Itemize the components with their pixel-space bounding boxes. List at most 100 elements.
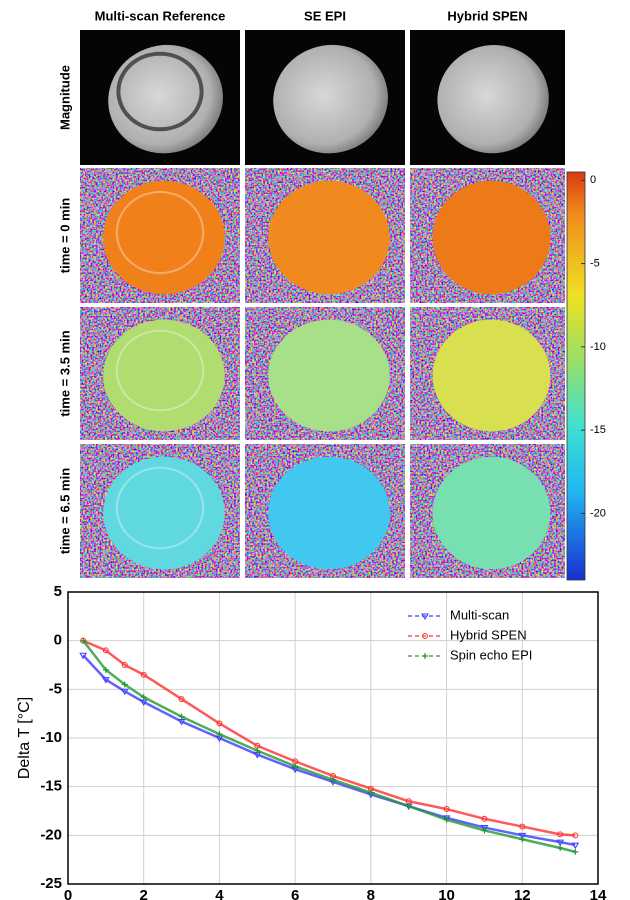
legend-label: Hybrid SPEN (450, 627, 527, 642)
marker (80, 637, 87, 644)
y-tick-label: -25 (40, 875, 62, 892)
x-tick-label: 6 (291, 887, 299, 900)
marker (557, 831, 564, 838)
marker (102, 647, 109, 654)
row-label: time = 6.5 min (57, 468, 72, 554)
marker (518, 832, 527, 840)
marker (79, 652, 88, 660)
phantom (432, 456, 551, 570)
colorbar (566, 171, 586, 581)
image-panel (245, 30, 405, 165)
marker (481, 827, 488, 834)
series-line (82, 654, 576, 847)
row-label: time = 0 min (57, 198, 72, 274)
phantom (268, 456, 390, 570)
marker (216, 720, 223, 727)
marker (102, 666, 109, 673)
phantom (437, 44, 549, 154)
marker (140, 671, 147, 678)
marker (121, 681, 128, 688)
column-header: Hybrid SPEN (447, 8, 527, 23)
marker (556, 839, 565, 847)
y-tick-label: -20 (40, 826, 62, 843)
image-panel (245, 444, 405, 578)
row-label: Magnitude (57, 65, 72, 130)
phantom (103, 456, 225, 570)
marker (405, 803, 412, 810)
phantom (268, 180, 390, 295)
phantom (268, 319, 390, 432)
image-panel (410, 30, 565, 165)
marker (422, 653, 428, 659)
image-panel (410, 307, 565, 440)
x-tick-label: 8 (367, 887, 375, 900)
y-tick-label: -10 (40, 729, 62, 746)
marker (572, 832, 579, 839)
marker (121, 662, 128, 668)
marker (101, 677, 110, 684)
phantom (273, 44, 388, 154)
column-header: Multi-scan Reference (95, 8, 226, 23)
plot-frame (67, 591, 599, 885)
image-panel (245, 307, 405, 440)
image-panel (410, 444, 565, 578)
marker (443, 816, 450, 823)
marker (178, 713, 185, 720)
image-panel (410, 168, 565, 303)
x-tick-label: 14 (590, 887, 607, 900)
colorbar-tick-label: -20 (590, 507, 606, 519)
colorbar-tick-label: -15 (590, 424, 606, 436)
series-line (82, 639, 576, 837)
y-tick-label: 5 (54, 583, 62, 600)
image-panel (245, 168, 405, 303)
marker (519, 823, 526, 830)
y-axis-label: Delta T [°C] (16, 697, 33, 779)
phantom-ring (115, 466, 205, 550)
marker (292, 763, 299, 770)
y-tick-label: 0 (54, 632, 62, 649)
image-panel (80, 444, 240, 578)
marker (481, 815, 488, 822)
x-tick-label: 2 (140, 887, 148, 900)
legend-label: Multi-scan (450, 607, 509, 622)
marker (140, 694, 147, 701)
series-line (82, 639, 576, 854)
marker (367, 789, 374, 796)
image-panel (80, 307, 240, 440)
legend-label: Spin echo EPI (450, 647, 532, 662)
column-header: SE EPI (304, 8, 346, 23)
marker (480, 825, 489, 832)
marker (254, 747, 261, 754)
colorbar-tick-label: -5 (590, 257, 600, 269)
phantom-ring (115, 329, 205, 412)
phantom (103, 319, 225, 432)
phantom (103, 180, 225, 295)
x-tick-label: 4 (215, 887, 224, 900)
marker (216, 731, 223, 738)
phantom-ring (115, 191, 205, 274)
phantom-inner (116, 51, 204, 132)
image-panel (80, 168, 240, 303)
x-tick-label: 12 (514, 887, 531, 900)
x-tick-label: 10 (438, 887, 455, 900)
marker (422, 633, 428, 639)
x-tick-label: 0 (64, 887, 72, 900)
marker (120, 688, 129, 696)
y-tick-label: -15 (40, 778, 62, 795)
phantom (432, 180, 551, 295)
phantom (432, 319, 551, 432)
marker (571, 842, 580, 850)
marker (572, 848, 579, 855)
marker (557, 844, 564, 851)
colorbar-tick-label: 0 (590, 174, 596, 186)
marker (421, 613, 429, 620)
marker (519, 836, 526, 843)
row-label: time = 3.5 min (57, 330, 72, 416)
y-tick-label: -5 (49, 680, 62, 697)
marker (178, 696, 185, 703)
image-panel (80, 30, 240, 165)
colorbar-tick-label: -10 (590, 341, 606, 353)
marker (443, 806, 450, 813)
